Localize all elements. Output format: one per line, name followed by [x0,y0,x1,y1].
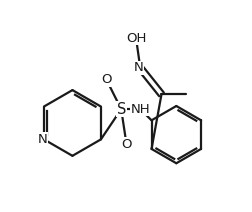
Text: O: O [101,73,111,86]
Text: O: O [121,138,131,151]
Text: N: N [133,61,142,74]
Text: NH: NH [130,103,149,116]
Text: S: S [116,102,125,117]
Text: N: N [38,133,48,146]
Text: OH: OH [125,32,146,45]
